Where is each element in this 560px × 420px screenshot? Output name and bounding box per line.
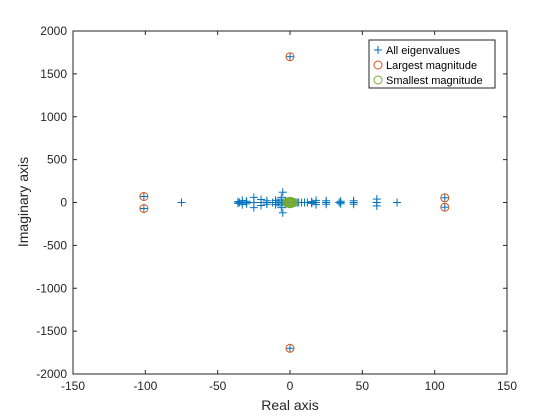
x-tick-label: -50 <box>209 379 227 393</box>
highlight-point <box>139 204 149 214</box>
legend-swatch <box>373 60 383 70</box>
legend-entry-smallest: Smallest magnitude <box>373 75 483 87</box>
highlight-point <box>285 196 295 206</box>
eigenvalue-point <box>257 198 266 207</box>
y-axis-title: Imaginary axis <box>15 157 31 247</box>
eigenvalue-point <box>278 188 287 197</box>
eigenvalue-point <box>335 198 344 207</box>
x-tick-label: 100 <box>425 379 445 393</box>
highlight-point <box>139 191 149 201</box>
highlight-point <box>440 193 450 203</box>
eigenvalue-point <box>349 198 358 207</box>
highlight-point <box>285 199 295 209</box>
eigenvalue-point <box>235 198 244 207</box>
y-tick-label: -1500 <box>36 324 67 338</box>
x-tick-label: 150 <box>497 379 517 393</box>
eigenvalue-point <box>139 192 148 201</box>
legend: All eigenvalues Largest magnitude Smalle… <box>368 39 496 89</box>
eigenvalue-point <box>277 203 286 212</box>
highlight-point <box>440 202 450 212</box>
x-axis-title: Real axis <box>261 397 319 413</box>
eigenvalue-point <box>177 198 186 207</box>
x-tick-label: -150 <box>61 379 85 393</box>
eigenvalue-point <box>277 193 286 202</box>
eigenvalue-point <box>139 204 148 213</box>
series-2 <box>282 196 298 209</box>
eigenvalue-point <box>286 344 294 353</box>
legend-entry-all: All eigenvalues <box>374 45 460 57</box>
eigenvalue-point <box>440 193 449 202</box>
eigenvalue-point <box>233 199 242 208</box>
legend-marker-circle-red <box>373 60 383 70</box>
x-tick-label: 0 <box>287 379 294 393</box>
y-tick-label: 2000 <box>40 24 67 38</box>
x-axis-ticks: -150 -100 -50 0 50 100 150 <box>61 31 517 393</box>
eigenvalue-point <box>286 52 294 61</box>
y-tick-label: -1000 <box>36 281 67 295</box>
y-tick-label: 500 <box>47 153 67 167</box>
legend-label-all: All eigenvalues <box>386 45 460 57</box>
legend-swatch <box>373 75 383 85</box>
eigenvalue-point <box>440 203 449 212</box>
highlight-point <box>285 52 295 62</box>
legend-label-smallest: Smallest magnitude <box>386 75 483 87</box>
legend-entry-largest: Largest magnitude <box>373 60 477 72</box>
x-tick-label: 50 <box>356 379 370 393</box>
y-tick-label: 0 <box>60 196 67 210</box>
legend-swatch <box>374 46 382 54</box>
eigenvalue-point <box>372 198 381 207</box>
y-tick-label: 1500 <box>40 67 67 81</box>
y-tick-label: -2000 <box>36 367 67 381</box>
eigenvalue-point <box>249 198 258 207</box>
eigenvalue-point <box>242 198 251 207</box>
highlight-point <box>285 343 295 353</box>
series-1 <box>139 52 450 353</box>
x-tick-label: -100 <box>133 379 157 393</box>
y-axis-ticks: -2000 -1500 -1000 -500 0 500 1000 1500 2000 <box>36 24 507 381</box>
y-tick-label: 1000 <box>40 110 67 124</box>
legend-box <box>368 39 496 89</box>
eigenvalue-point <box>278 208 287 217</box>
y-tick-label: -500 <box>43 238 67 252</box>
series-layer <box>139 52 450 353</box>
eigenvalue-point <box>393 198 402 207</box>
legend-label-largest: Largest magnitude <box>386 60 477 72</box>
legend-marker-circle-green <box>373 75 383 85</box>
legend-marker-plus <box>374 46 382 54</box>
eigenvalue-point <box>322 198 331 207</box>
